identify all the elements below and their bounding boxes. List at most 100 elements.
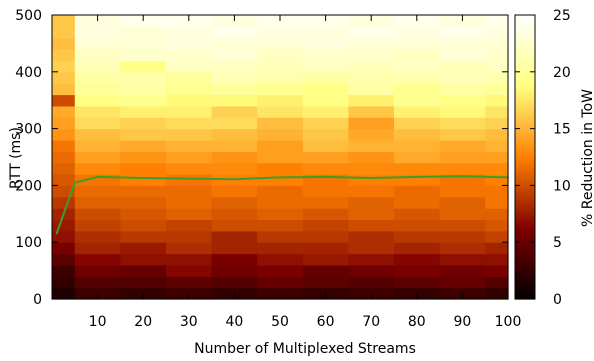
heatmap-cell <box>348 139 395 152</box>
colorbar-segment <box>515 57 535 62</box>
heatmap-cell <box>439 49 486 62</box>
colorbar-segment <box>515 222 535 226</box>
heatmap-cell <box>348 60 395 73</box>
colorbar-segment <box>515 137 535 141</box>
heatmap-cell <box>166 276 213 289</box>
heatmap-cell <box>302 208 349 221</box>
colorbar-segment <box>515 219 535 223</box>
heatmap-cell <box>302 139 349 152</box>
heatmap-cell <box>257 264 304 277</box>
heatmap-cell <box>257 162 304 175</box>
heatmap-cell <box>348 276 395 289</box>
heatmap-cell <box>211 83 258 96</box>
series-point <box>279 176 281 179</box>
colorbar-segment <box>515 86 535 90</box>
colorbar-segment <box>515 202 535 206</box>
colorbar-segment <box>515 125 535 130</box>
series-point <box>96 176 99 178</box>
colorbar-segment <box>515 54 535 59</box>
heatmap-cell <box>485 230 509 243</box>
colorbar-segment <box>515 262 535 266</box>
colorbar-segment <box>515 37 535 42</box>
heatmap-cell <box>166 139 213 152</box>
colorbar-segment <box>515 230 535 235</box>
heatmap-cell <box>211 60 258 73</box>
heatmap-cell <box>485 162 509 175</box>
colorbar-segment <box>515 83 535 87</box>
colorbar-segment <box>515 216 535 221</box>
heatmap-cell <box>485 94 509 107</box>
heatmap-cell <box>166 117 213 130</box>
heatmap-cell <box>302 162 349 175</box>
series-point <box>324 176 327 178</box>
heatmap-cell <box>485 196 509 209</box>
heatmap-cell <box>302 219 349 232</box>
heatmap-cell <box>257 139 304 152</box>
heatmap-cell <box>485 287 509 300</box>
colorbar-segment <box>515 267 535 272</box>
plot-area <box>52 15 509 300</box>
heatmap-cell <box>52 15 76 27</box>
heatmap-cell <box>302 105 349 118</box>
heatmap-cell <box>394 276 441 289</box>
colorbar-segment <box>515 290 535 294</box>
y-tick-label: 100 <box>15 235 42 251</box>
heatmap-cell <box>257 71 304 84</box>
heatmap-cell <box>52 60 76 73</box>
heatmap-cell <box>302 264 349 277</box>
colorbar-segment <box>515 15 535 19</box>
heatmap-cell <box>211 162 258 175</box>
colorbar-segment <box>515 100 535 104</box>
heatmap-cell <box>211 230 258 243</box>
heatmap-cell <box>166 151 213 164</box>
heatmap-cell <box>120 60 167 73</box>
heatmap-cell <box>74 219 121 232</box>
heatmap-cell <box>52 174 76 186</box>
heatmap-cell <box>211 185 258 198</box>
x-tick-label: 20 <box>134 314 152 330</box>
heatmap-cell <box>166 128 213 141</box>
heatmap-cell <box>485 242 509 255</box>
heatmap-cell <box>120 230 167 243</box>
heatmap-cell <box>257 83 304 96</box>
heatmap-cell <box>394 49 441 62</box>
colorbar-segment <box>515 233 535 238</box>
heatmap-cell <box>52 230 76 243</box>
heatmap-cell <box>52 162 76 175</box>
heatmap-cell <box>120 49 167 62</box>
heatmap-cell <box>74 242 121 255</box>
heatmap-cell <box>166 37 213 50</box>
heatmap-cell <box>485 49 509 62</box>
heatmap-cell <box>394 185 441 198</box>
heatmap-cell <box>394 37 441 50</box>
colorbar-segment <box>515 122 535 127</box>
heatmap-cell <box>166 230 213 243</box>
heatmap-cell <box>74 83 121 96</box>
heatmap-cell <box>52 83 76 96</box>
heatmap-cell <box>166 49 213 62</box>
heatmap-cell <box>348 49 395 62</box>
heatmap-cell <box>74 174 121 186</box>
colorbar-segment <box>515 131 535 135</box>
heatmap-cell <box>302 242 349 255</box>
heatmap-cell <box>348 253 395 266</box>
heatmap-cell <box>74 253 121 266</box>
heatmap-cell <box>120 264 167 277</box>
heatmap-cell <box>394 208 441 221</box>
colorbar-segment <box>515 176 535 181</box>
heatmap-cell <box>348 196 395 209</box>
heatmap-cell <box>257 94 304 107</box>
heatmap-cell <box>439 37 486 50</box>
colorbar-label: % Reduction in ToW <box>580 89 594 227</box>
heatmap-cell <box>257 60 304 73</box>
heatmap-cell <box>439 174 486 186</box>
colorbar-segment <box>515 103 535 107</box>
heatmap-cell <box>302 37 349 50</box>
colorbar-segment <box>515 26 535 30</box>
colorbar-segment <box>515 134 535 138</box>
heatmap-cell <box>394 117 441 130</box>
heatmap-cell <box>120 117 167 130</box>
colorbar-segment <box>515 145 535 150</box>
colorbar-segment <box>515 242 535 246</box>
heatmap-cell <box>348 219 395 232</box>
